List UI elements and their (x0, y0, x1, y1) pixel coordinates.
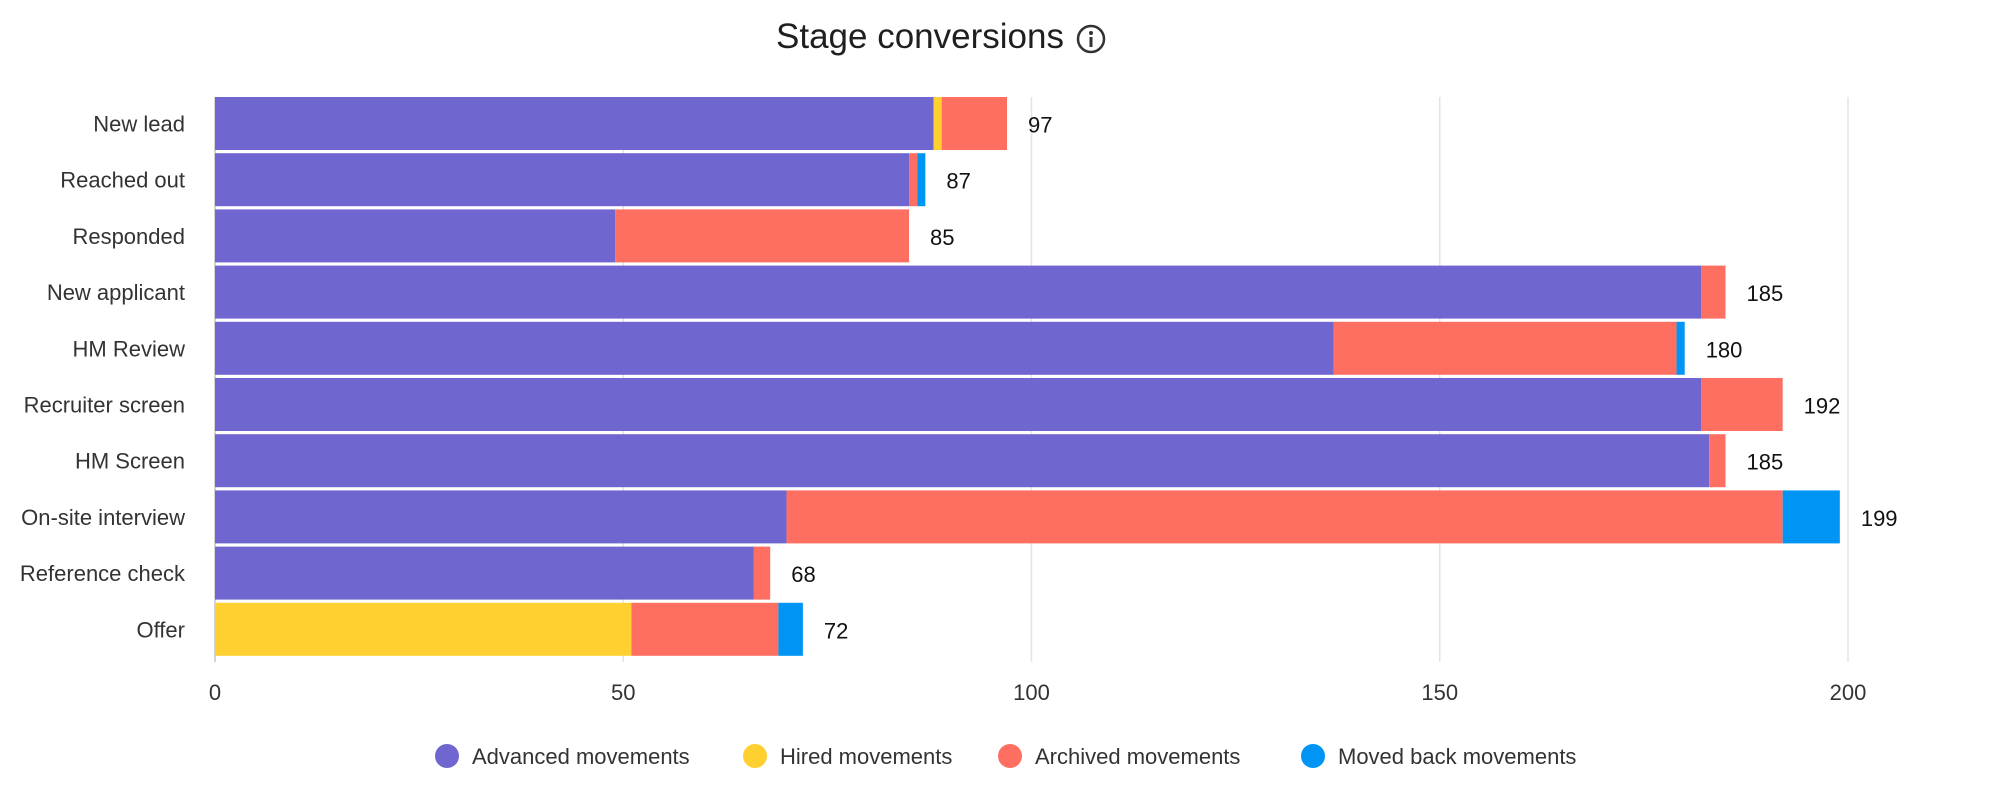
bar-segment-archived-movements-5[interactable] (1701, 378, 1783, 431)
legend-item-hired-movements[interactable]: Hired movements (743, 744, 952, 769)
bar-segment-archived-movements-8[interactable] (753, 546, 771, 600)
legend-item-archived-movements[interactable]: Archived movements (998, 744, 1240, 769)
y-label-0: New lead (93, 112, 185, 137)
total-label-0: 97 (1028, 113, 1052, 138)
bar-segment-advanced-movements-6[interactable] (215, 434, 1710, 488)
bar-segment-archived-movements-4[interactable] (1333, 321, 1677, 375)
legend-swatch-3 (1301, 744, 1325, 768)
y-axis-labels: New lead Reached out Responded New applican… (20, 112, 186, 643)
bar-segment-moved-back-movements-1[interactable] (917, 153, 926, 207)
bar-segment-advanced-movements-1[interactable] (215, 153, 910, 207)
total-label-1: 87 (946, 169, 970, 194)
total-label-8: 68 (791, 562, 815, 587)
bar-segment-archived-movements-6[interactable] (1709, 434, 1726, 488)
bar-segment-archived-movements-1[interactable] (909, 153, 918, 207)
legend-label-3: Moved back movements (1338, 744, 1576, 769)
legend: Advanced movements Hired movements Archive… (435, 744, 1576, 769)
bar-segment-archived-movements-0[interactable] (941, 97, 1008, 150)
y-label-2: Responded (72, 224, 185, 249)
legend-label-0: Advanced movements (472, 744, 690, 769)
x-tick-label-4: 200 (1830, 680, 1867, 705)
y-label-6: HM Screen (75, 449, 185, 474)
x-tick-label-1: 50 (611, 680, 635, 705)
bar-segment-advanced-movements-5[interactable] (215, 378, 1702, 431)
legend-swatch-1 (743, 744, 767, 768)
chart-title-group: Stage conversions (776, 17, 1106, 56)
legend-swatch-0 (435, 744, 459, 768)
y-label-9: Offer (136, 617, 185, 642)
bar-segment-hired-movements-9[interactable] (215, 602, 632, 656)
bar-segment-advanced-movements-7[interactable] (215, 490, 787, 544)
total-label-9: 72 (824, 618, 848, 643)
total-label-7: 199 (1861, 506, 1898, 531)
bars (215, 97, 1840, 656)
y-label-4: HM Review (73, 336, 186, 361)
bar-segment-advanced-movements-8[interactable] (215, 546, 754, 600)
bar-segment-archived-movements-2[interactable] (615, 209, 910, 263)
x-tick-label-0: 0 (209, 680, 221, 705)
total-label-6: 185 (1747, 450, 1784, 475)
legend-label-1: Hired movements (780, 744, 952, 769)
legend-label-2: Archived movements (1035, 744, 1240, 769)
x-tick-label-3: 150 (1421, 680, 1458, 705)
x-axis-ticks: 0 50 100 150 200 (209, 680, 1866, 705)
bar-segment-archived-movements-3[interactable] (1701, 265, 1726, 319)
bar-segment-advanced-movements-4[interactable] (215, 321, 1334, 375)
bar-segment-archived-movements-9[interactable] (631, 602, 779, 656)
total-label-5: 192 (1804, 394, 1841, 419)
info-icon[interactable] (1076, 24, 1106, 54)
legend-item-advanced-movements[interactable]: Advanced movements (435, 744, 690, 769)
bar-segment-moved-back-movements-7[interactable] (1782, 490, 1840, 544)
legend-item-moved-back-movements[interactable]: Moved back movements (1301, 744, 1576, 769)
y-label-5: Recruiter screen (24, 393, 185, 418)
chart-title: Stage conversions (776, 17, 1064, 56)
y-label-3: New applicant (47, 280, 185, 305)
bar-segment-moved-back-movements-9[interactable] (778, 602, 803, 656)
bar-segment-advanced-movements-0[interactable] (215, 97, 934, 150)
total-label-2: 85 (930, 225, 954, 250)
bar-segment-archived-movements-7[interactable] (786, 490, 1783, 544)
bar-segment-advanced-movements-3[interactable] (215, 265, 1702, 319)
bar-segment-hired-movements-0[interactable] (933, 97, 942, 150)
y-label-1: Reached out (60, 168, 185, 193)
x-tick-label-2: 100 (1013, 680, 1050, 705)
total-labels: 97 87 85 185 180 192 185 199 68 72 (791, 113, 1897, 644)
bar-segment-moved-back-movements-4[interactable] (1676, 321, 1685, 375)
total-label-4: 180 (1706, 337, 1743, 362)
bar-segment-advanced-movements-2[interactable] (215, 209, 616, 263)
legend-swatch-2 (998, 744, 1022, 768)
y-label-8: Reference check (20, 561, 186, 586)
y-label-7: On-site interview (21, 505, 185, 530)
total-label-3: 185 (1747, 281, 1784, 306)
